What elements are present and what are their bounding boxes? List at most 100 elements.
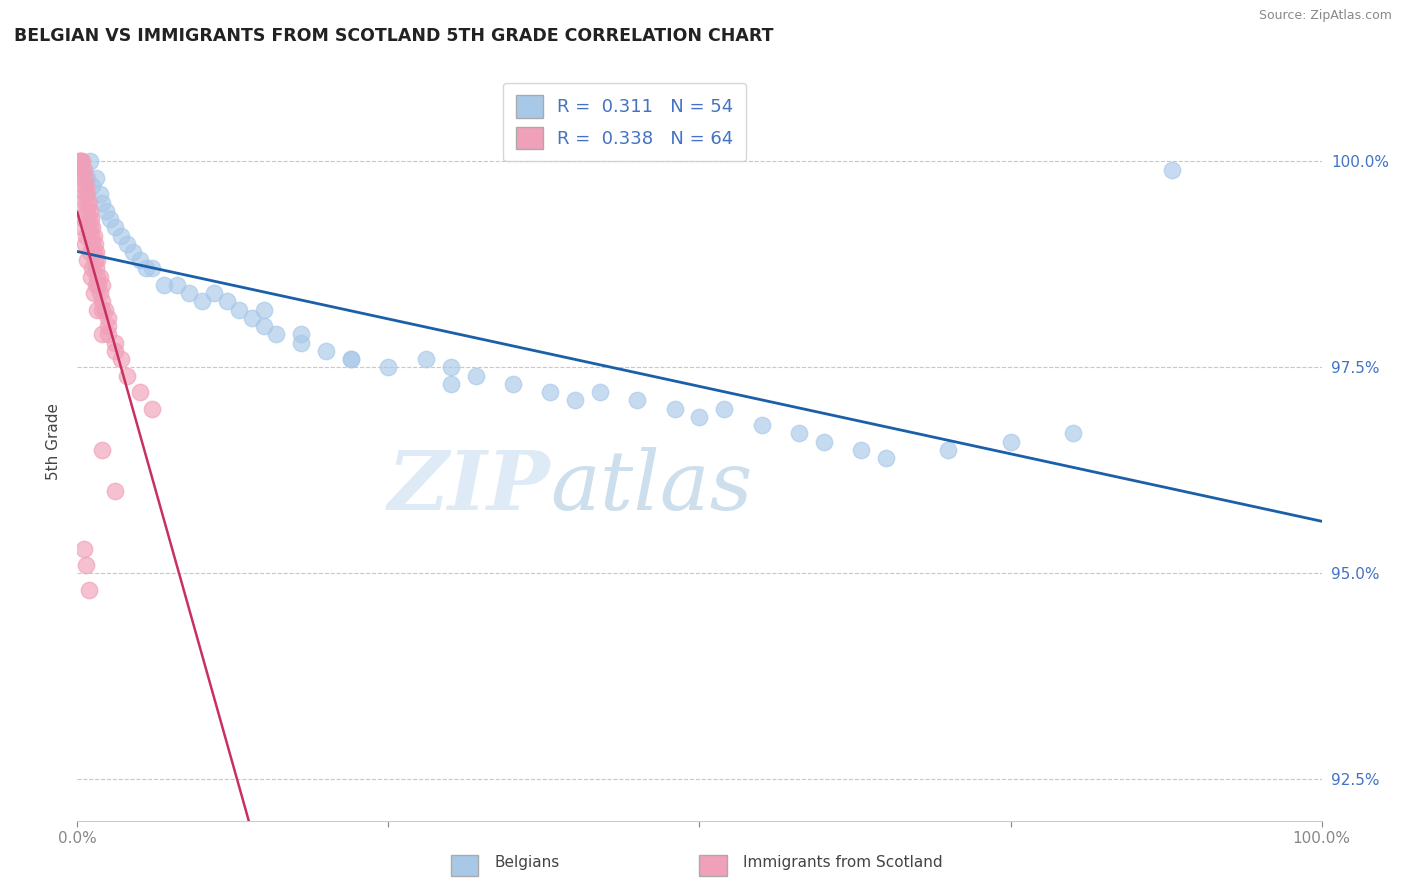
Point — [589, 385, 612, 400]
Point — [104, 343, 127, 358]
Point — [72, 541, 94, 556]
Point — [75, 558, 97, 573]
FancyBboxPatch shape — [450, 855, 478, 876]
Point — [115, 368, 138, 383]
Point — [73, 236, 96, 251]
Text: atlas: atlas — [550, 447, 752, 527]
Point — [89, 269, 111, 284]
Point — [72, 179, 94, 194]
Point — [128, 385, 150, 400]
Point — [787, 426, 810, 441]
Point — [79, 154, 101, 169]
Point — [77, 195, 100, 210]
Point — [77, 582, 100, 597]
Point — [72, 162, 94, 177]
Point — [76, 253, 98, 268]
Point — [240, 310, 263, 325]
FancyBboxPatch shape — [700, 855, 727, 876]
Point — [502, 376, 524, 391]
Point — [67, 154, 90, 169]
Point — [266, 327, 288, 342]
Point — [713, 401, 735, 416]
Point — [439, 376, 461, 391]
Point — [75, 179, 97, 194]
Point — [215, 294, 238, 309]
Point — [141, 401, 163, 416]
Point — [75, 228, 97, 243]
Point — [97, 319, 120, 334]
Text: BELGIAN VS IMMIGRANTS FROM SCOTLAND 5TH GRADE CORRELATION CHART: BELGIAN VS IMMIGRANTS FROM SCOTLAND 5TH … — [14, 27, 773, 45]
Point — [82, 179, 104, 194]
Point — [875, 450, 897, 465]
Point — [1161, 162, 1184, 177]
Point — [72, 220, 94, 235]
Point — [377, 360, 399, 375]
Legend: R =  0.311   N = 54, R =  0.338   N = 64: R = 0.311 N = 54, R = 0.338 N = 64 — [503, 83, 747, 161]
Point — [76, 203, 98, 218]
Point — [415, 352, 437, 367]
Point — [166, 277, 188, 292]
Point — [104, 483, 127, 498]
Point — [813, 434, 835, 449]
Point — [253, 302, 276, 317]
Point — [191, 294, 214, 309]
Point — [91, 294, 114, 309]
Point — [110, 352, 132, 367]
Point — [91, 442, 114, 457]
Point — [93, 302, 115, 317]
Point — [72, 170, 94, 185]
Point — [76, 170, 98, 185]
Point — [89, 286, 111, 301]
Point — [98, 212, 121, 227]
Point — [290, 335, 312, 350]
Point — [464, 368, 486, 383]
Point — [340, 352, 363, 367]
Point — [1062, 426, 1084, 441]
Point — [290, 327, 312, 342]
Point — [84, 170, 107, 185]
Point — [84, 277, 107, 292]
Point — [80, 269, 103, 284]
Point — [94, 203, 117, 218]
Point — [70, 154, 93, 169]
Point — [128, 253, 150, 268]
Point — [110, 228, 132, 243]
Point — [86, 302, 108, 317]
Point — [564, 393, 586, 408]
Text: Source: ZipAtlas.com: Source: ZipAtlas.com — [1258, 9, 1392, 22]
Point — [82, 220, 104, 235]
Point — [79, 245, 101, 260]
Point — [70, 162, 93, 177]
Point — [104, 220, 127, 235]
Point — [84, 245, 107, 260]
Point — [79, 220, 101, 235]
Point — [202, 286, 225, 301]
Point — [87, 277, 110, 292]
Point — [1000, 434, 1022, 449]
Point — [340, 352, 363, 367]
Point — [86, 269, 108, 284]
Point — [141, 261, 163, 276]
Y-axis label: 5th Grade: 5th Grade — [45, 403, 60, 480]
Point — [83, 245, 105, 260]
Point — [97, 327, 120, 342]
Point — [75, 195, 97, 210]
Point — [91, 327, 114, 342]
Point — [153, 277, 176, 292]
Point — [626, 393, 648, 408]
Point — [72, 212, 94, 227]
Point — [228, 302, 250, 317]
Point — [80, 228, 103, 243]
Point — [69, 154, 91, 169]
Point — [77, 212, 100, 227]
Text: Immigrants from Scotland: Immigrants from Scotland — [742, 855, 942, 870]
Point — [851, 442, 873, 457]
Point — [73, 170, 96, 185]
Point — [751, 418, 773, 433]
Point — [70, 195, 93, 210]
Point — [72, 162, 94, 177]
Point — [80, 212, 103, 227]
Point — [179, 286, 201, 301]
Point — [83, 286, 105, 301]
Point — [86, 253, 108, 268]
